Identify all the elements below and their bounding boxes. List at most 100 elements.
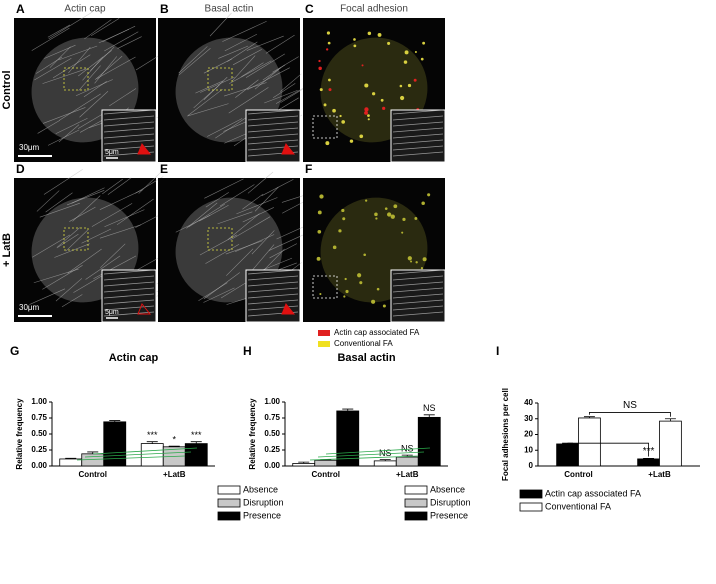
fiber <box>31 27 70 51</box>
bar <box>556 443 579 467</box>
legend-label: Conventional FA <box>334 339 393 348</box>
panel-title: Basal actin <box>205 4 254 15</box>
panel-title: Focal adhesion <box>340 4 408 15</box>
adhesion <box>325 48 329 51</box>
adhesion <box>410 260 413 263</box>
significance-label: *** <box>191 430 202 440</box>
adhesion <box>415 261 418 264</box>
fiber <box>42 107 86 124</box>
adhesion <box>318 59 321 63</box>
inset-fiber <box>247 275 299 281</box>
inset-fiber <box>392 305 444 311</box>
adhesion <box>380 98 384 102</box>
fiber <box>203 58 233 74</box>
adhesion <box>407 256 412 261</box>
legend-swatch <box>404 511 428 521</box>
bar <box>659 420 682 467</box>
fiber <box>100 243 126 268</box>
scale-label: 5μm <box>105 309 119 316</box>
error-bar <box>298 461 310 464</box>
inset-fiber <box>392 115 444 121</box>
inset-fiber <box>392 281 444 287</box>
fiber <box>33 268 79 284</box>
fiber <box>61 294 83 308</box>
adhesion <box>387 41 391 45</box>
adhesion <box>393 204 398 209</box>
panel-letter: C <box>305 2 314 16</box>
bar <box>373 460 397 467</box>
inset-fiber <box>247 133 299 139</box>
fiber <box>55 117 88 135</box>
inset-fiber <box>392 299 444 305</box>
y-tick-label: 0.75 <box>31 413 47 422</box>
y-axis-label: Focal adhesions per cell <box>501 388 510 481</box>
adhesion <box>353 44 357 48</box>
error-bar <box>583 416 595 418</box>
adhesion <box>342 217 346 221</box>
arrowhead <box>137 303 152 315</box>
fiber <box>219 184 255 207</box>
fiber <box>269 243 298 259</box>
inset-fiber <box>247 127 299 133</box>
fiber <box>251 230 275 255</box>
fiber <box>54 243 90 258</box>
inset-fiber <box>392 275 444 281</box>
inset-fiber <box>103 281 155 287</box>
fiber <box>254 67 281 90</box>
overlay-line <box>317 451 425 458</box>
fiber <box>229 216 271 241</box>
fiber <box>227 41 258 62</box>
inset-fiber <box>247 139 299 145</box>
fiber <box>36 190 60 212</box>
adhesion <box>319 88 323 92</box>
adhesion <box>328 78 331 82</box>
fiber <box>93 255 137 279</box>
fiber <box>117 36 142 49</box>
adhesion <box>338 229 342 233</box>
inset-fiber <box>247 305 299 311</box>
fiber <box>55 278 83 302</box>
inset-fiber <box>247 121 299 127</box>
fiber <box>203 272 240 300</box>
fiber <box>245 53 285 78</box>
bar <box>184 443 208 467</box>
fiber <box>67 248 102 274</box>
bar <box>292 463 316 467</box>
fiber <box>272 83 296 99</box>
fiber <box>99 189 143 210</box>
adhesion <box>364 107 369 112</box>
adhesion <box>422 257 427 262</box>
fiber <box>207 118 243 137</box>
adhesion <box>317 210 322 215</box>
y-tick-label: 0.25 <box>31 445 47 454</box>
y-tick-label: 1.00 <box>31 397 47 406</box>
inset-fiber <box>392 269 444 275</box>
fiber <box>254 186 279 212</box>
fiber <box>187 103 229 117</box>
arrowhead <box>137 143 152 155</box>
error-bar <box>168 445 180 447</box>
fiber <box>198 282 228 301</box>
legend-label: Disruption <box>430 497 471 507</box>
panel-letter: A <box>16 2 25 16</box>
fiber <box>45 192 73 213</box>
fiber <box>56 233 79 249</box>
adhesion <box>421 201 425 205</box>
fiber <box>34 58 72 81</box>
significance-label: NS <box>623 400 637 411</box>
error-bar <box>190 441 202 444</box>
adhesion <box>386 212 392 217</box>
fiber <box>42 265 83 290</box>
legend-label: Presence <box>243 510 281 520</box>
adhesion <box>363 253 366 257</box>
inset-fiber <box>103 115 155 121</box>
fiber <box>39 202 80 218</box>
fiber <box>241 62 264 78</box>
inset-fiber <box>103 299 155 305</box>
bar <box>314 459 338 467</box>
legend-swatch <box>217 485 241 495</box>
adhesion <box>420 267 424 270</box>
inset-fiber <box>103 121 155 127</box>
fiber <box>268 232 310 251</box>
y-tick-label: 20 <box>524 430 533 439</box>
